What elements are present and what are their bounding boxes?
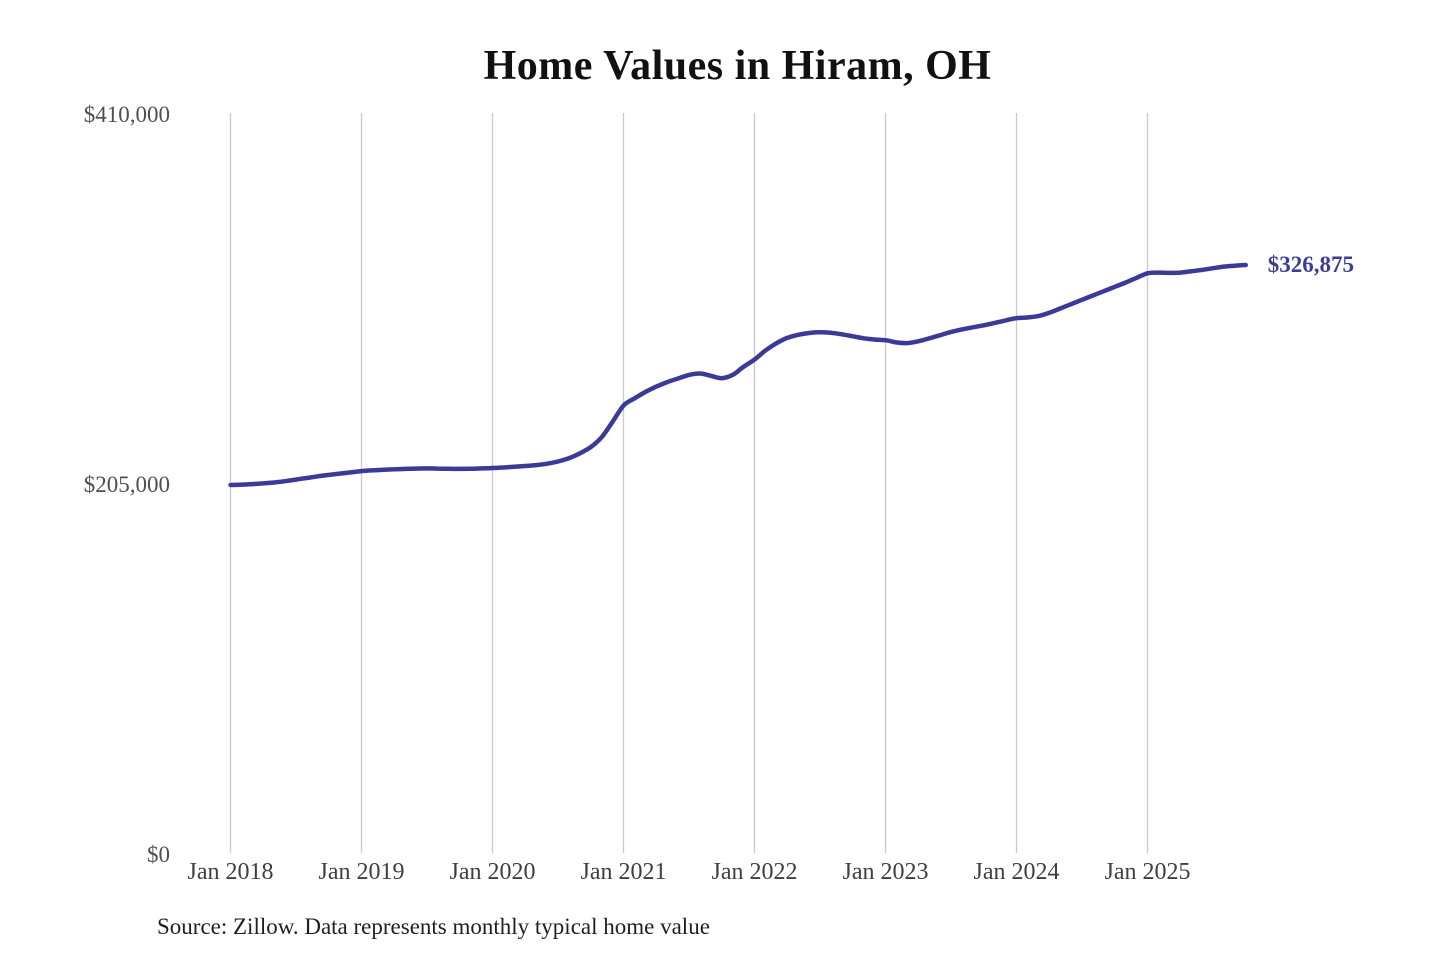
x-tick-label: Jan 2025	[1104, 859, 1191, 885]
x-tick-label: Jan 2022	[711, 859, 798, 885]
year-gridlines	[229, 113, 1149, 853]
home-value-line	[228, 262, 1249, 488]
y-tick-label: $205,000	[83, 472, 170, 497]
x-tick-label: Jan 2019	[318, 859, 405, 885]
x-tick-label: Jan 2024	[973, 859, 1060, 885]
latest-value-label: $326,875	[1267, 252, 1354, 278]
x-tick-label: Jan 2021	[580, 859, 667, 885]
source-note: Source: Zillow. Data represents monthly …	[157, 914, 710, 939]
y-tick-label: $0	[147, 842, 170, 867]
x-tick-label: Jan 2018	[187, 859, 274, 885]
x-tick-label: Jan 2020	[449, 859, 536, 885]
chart-title: Home Values in Hiram, OH	[483, 43, 992, 89]
x-tick-label: Jan 2023	[842, 859, 929, 885]
y-tick-label: $410,000	[83, 102, 170, 127]
